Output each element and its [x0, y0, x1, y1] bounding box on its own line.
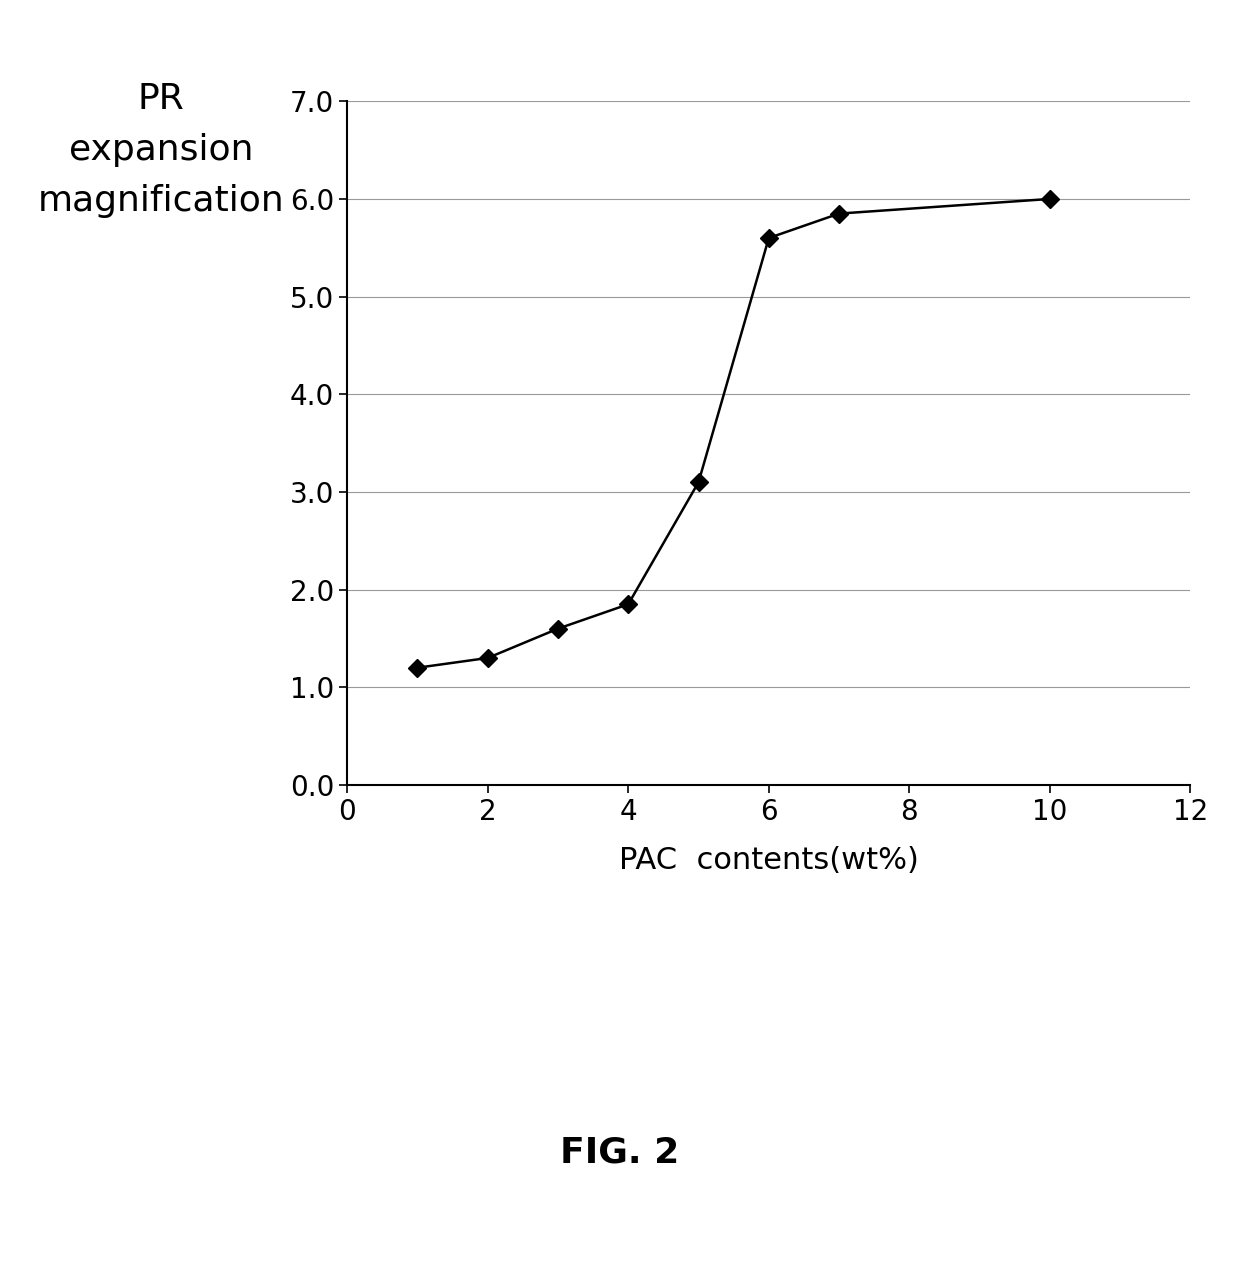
X-axis label: PAC  contents(wt%): PAC contents(wt%) — [619, 846, 919, 875]
Text: expansion: expansion — [69, 133, 253, 167]
Text: FIG. 2: FIG. 2 — [560, 1136, 680, 1169]
Text: magnification: magnification — [38, 184, 284, 218]
Text: PR: PR — [138, 82, 185, 116]
